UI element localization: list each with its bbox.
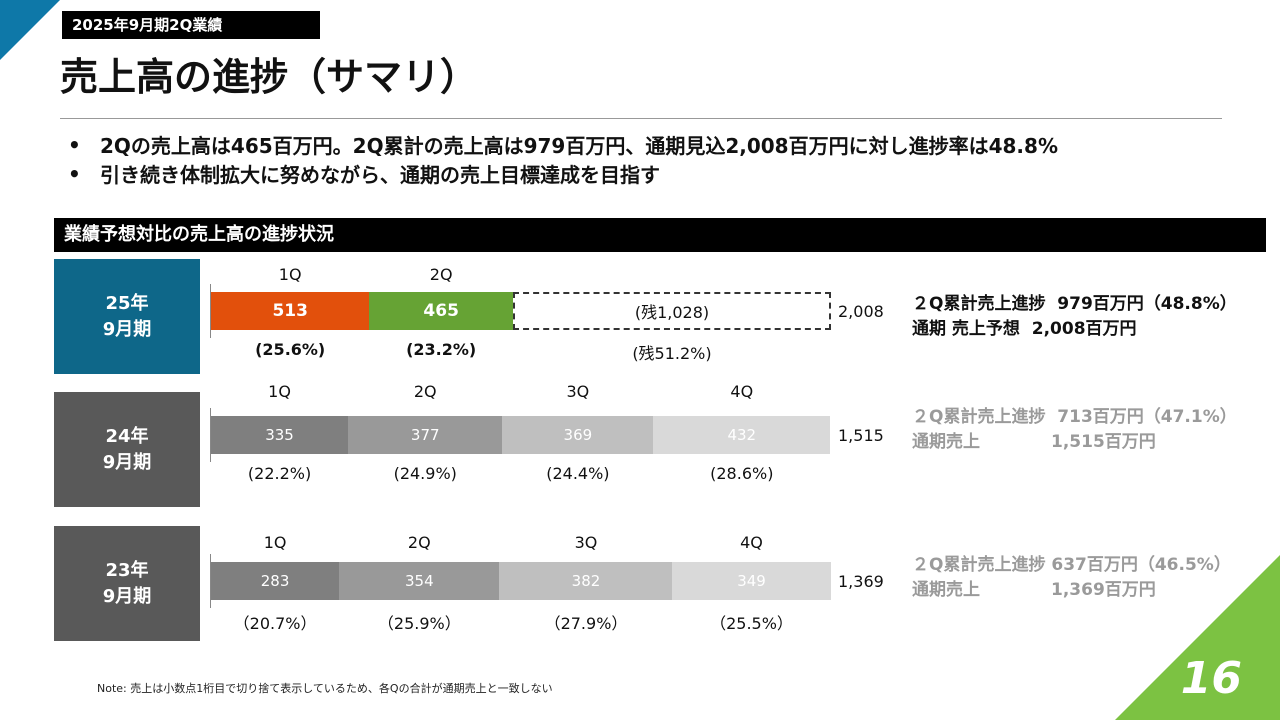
bullet-item: • 2Qの売上高は465百万円。2Q累計の売上高は979百万円、通期見込2,00… xyxy=(68,130,1058,159)
quarter-label: 4Q xyxy=(730,382,754,401)
quarter-label: 3Q xyxy=(566,382,590,401)
bar-segment: 465 xyxy=(369,292,513,330)
page-title: 売上高の進捗（サマリ） xyxy=(60,55,479,99)
footnote: Note: 売上は小数点1桁目で切り捨て表示しているため、各Qの合計が通期売上と… xyxy=(97,682,553,695)
section-title: 業績予想対比の売上高の進捗状況 xyxy=(54,218,1266,252)
bar-segment: 354 xyxy=(339,562,500,600)
period-label-year: 24年 xyxy=(105,425,149,447)
summary-line: ２Q累計売上進捗 713百万円（47.1%） xyxy=(912,407,1237,427)
percent-label: (23.2%) xyxy=(406,340,477,359)
total-label: 1,369 xyxy=(838,572,884,591)
percent-label: (28.6%) xyxy=(710,464,774,483)
summary-line: 通期 売上予想 2,008百万円 xyxy=(912,319,1137,339)
bar-segment: 513 xyxy=(211,292,370,330)
bullet-mark: • xyxy=(68,161,81,186)
quarter-label: 4Q xyxy=(740,533,763,552)
percent-label: (25.6%) xyxy=(255,340,326,359)
summary-line: 通期売上 1,515百万円 xyxy=(912,432,1156,452)
bar-axis-line xyxy=(210,284,211,338)
period-label-year: 25年 xyxy=(105,292,149,314)
quarter-label: 1Q xyxy=(263,533,287,552)
period-label-box: 24年 9月期 xyxy=(54,392,200,507)
quarter-label: 1Q xyxy=(278,265,302,284)
corner-decoration-green xyxy=(1115,555,1280,720)
bar-axis-line xyxy=(210,408,211,462)
summary-line: ２Q累計売上進捗 979百万円（48.8%） xyxy=(912,294,1237,314)
percent-label: （25.9%） xyxy=(377,614,461,633)
bullet-text: 2Qの売上高は465百万円。2Q累計の売上高は979百万円、通期見込2,008百… xyxy=(100,134,1058,158)
bullet-list: • 2Qの売上高は465百万円。2Q累計の売上高は979百万円、通期見込2,00… xyxy=(68,130,1058,188)
bar-segment: 382 xyxy=(499,562,673,600)
bar-segment: 377 xyxy=(348,416,503,454)
period-tag: 2025年9月期2Q業績 xyxy=(62,11,320,39)
period-label-term: 9月期 xyxy=(102,451,152,473)
total-label: 2,008 xyxy=(838,302,884,321)
bullet-text: 引き続き体制拡大に努めながら、通期の売上目標達成を目指す xyxy=(100,163,660,187)
period-label-box: 25年 9月期 xyxy=(54,259,200,374)
bar-segment: 369 xyxy=(502,416,654,454)
percent-label: (22.2%) xyxy=(247,464,312,483)
bullet-item: • 引き続き体制拡大に努めながら、通期の売上目標達成を目指す xyxy=(68,159,1058,188)
percent-label: (24.4%) xyxy=(546,464,610,483)
period-label-box: 23年 9月期 xyxy=(54,526,200,641)
period-label-term: 9月期 xyxy=(102,318,152,340)
percent-label: （20.7%） xyxy=(233,614,317,633)
remaining-percent-label: (残51.2%) xyxy=(632,344,712,363)
summary-text: ２Q累計売上進捗 713百万円（47.1%） 通期売上 1,515百万円 xyxy=(912,405,1237,455)
quarter-label: 2Q xyxy=(407,533,431,552)
bar-segment: 432 xyxy=(653,416,831,454)
corner-decoration-blue xyxy=(0,0,60,60)
bar-segment: 349 xyxy=(672,562,831,600)
quarter-label: 3Q xyxy=(574,533,598,552)
quarter-label: 1Q xyxy=(268,382,291,401)
bar-axis-line xyxy=(210,554,211,608)
bullet-mark: • xyxy=(68,132,81,157)
summary-line: 通期売上 1,369百万円 xyxy=(912,580,1156,600)
summary-line: ２Q累計売上進捗 637百万円（46.5%） xyxy=(912,555,1231,575)
page-number: 16 xyxy=(1180,653,1242,704)
percent-label: (24.9%) xyxy=(393,464,457,483)
period-label-year: 23年 xyxy=(105,559,149,581)
period-label-term: 9月期 xyxy=(102,585,152,607)
percent-label: （25.5%） xyxy=(710,614,793,633)
remaining-segment: (残1,028) xyxy=(512,292,831,330)
percent-label: （27.9%） xyxy=(544,614,628,633)
summary-text: ２Q累計売上進捗 979百万円（48.8%） 通期 売上予想 2,008百万円 xyxy=(912,292,1237,342)
summary-text: ２Q累計売上進捗 637百万円（46.5%） 通期売上 1,369百万円 xyxy=(912,553,1231,603)
bar-segment: 335 xyxy=(211,416,349,454)
bar-segment: 283 xyxy=(211,562,340,600)
title-divider xyxy=(60,118,1222,119)
quarter-label: 2Q xyxy=(413,382,437,401)
total-label: 1,515 xyxy=(838,426,884,445)
quarter-label: 2Q xyxy=(429,265,453,284)
